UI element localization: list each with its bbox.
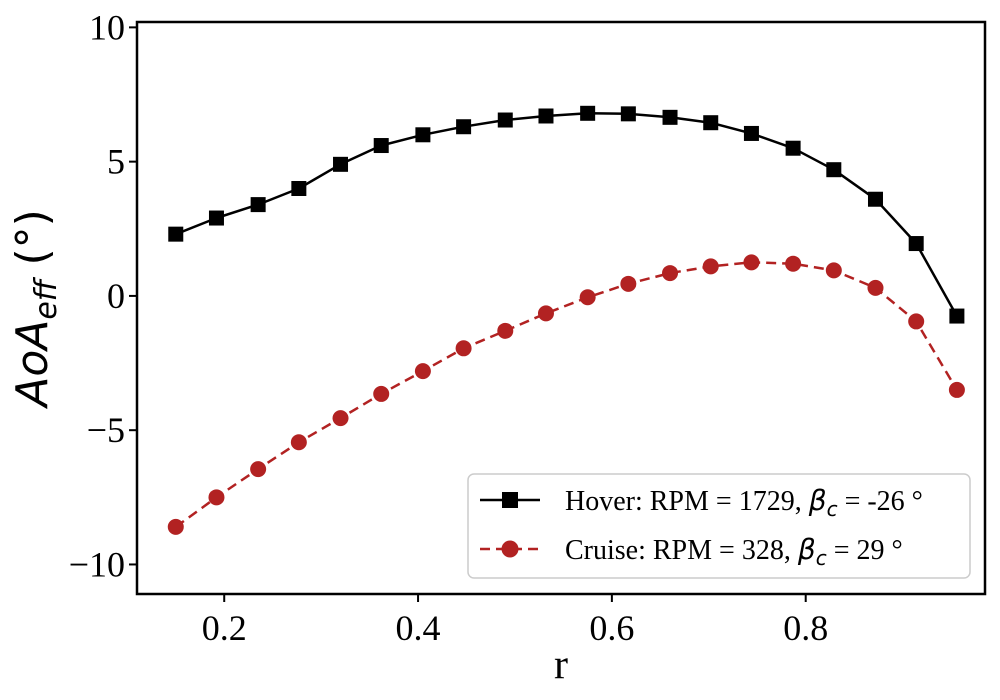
data-point-hover [949, 308, 965, 324]
y-tick-label: 10 [89, 7, 125, 47]
legend-marker-hover [502, 492, 518, 508]
data-point-hover [497, 112, 513, 128]
series-line-hover [175, 112, 958, 317]
data-point-hover [291, 180, 307, 196]
legend-label-hover: Hover: RPM = 1729, βc = -26 ° [565, 484, 923, 521]
series-line-cruise [175, 261, 958, 528]
y-axis-title-sub: eff [29, 276, 64, 319]
y-tick-label: −5 [87, 410, 125, 450]
data-point-cruise [908, 313, 925, 330]
x-tick-label: 0.4 [396, 608, 441, 648]
data-point-cruise [702, 258, 719, 275]
data-point-hover [620, 106, 636, 122]
data-point-cruise [537, 305, 554, 322]
data-point-hover [250, 197, 266, 213]
legend-label-cruise: Cruise: RPM = 328, βc = 29 ° [565, 533, 903, 570]
data-point-cruise [620, 275, 637, 292]
data-point-cruise [250, 461, 267, 478]
x-tick-label: 0.6 [589, 608, 634, 648]
data-point-hover [662, 109, 678, 125]
y-tick-label: −10 [69, 544, 125, 584]
legend-marker-cruise [501, 540, 519, 558]
ticks-layer: 0.2 0.4 0.6 0.8 −10 −5 0 5 10 [69, 7, 829, 648]
data-point-hover [867, 191, 883, 207]
data-point-cruise [167, 518, 184, 535]
data-point-cruise [743, 254, 760, 271]
data-point-cruise [825, 262, 842, 279]
plot-frame [135, 20, 987, 596]
data-point-cruise [579, 289, 596, 306]
data-point-cruise [785, 255, 802, 272]
legend-label-hover-symbol: β [808, 484, 827, 517]
legend-entry-cruise: Cruise: RPM = 328, βc = 29 ° [480, 533, 903, 570]
data-point-cruise [497, 322, 514, 339]
legend-label-hover-sub: c [827, 497, 838, 521]
legend-box [467, 473, 971, 579]
data-point-cruise [208, 489, 225, 506]
y-axis-title-unit: (°) [7, 209, 58, 279]
data-point-hover [415, 127, 431, 143]
x-axis-title: r [554, 642, 568, 688]
data-point-hover [538, 108, 554, 124]
data-point-hover [908, 236, 924, 252]
data-point-hover [456, 119, 472, 135]
y-axis-title-main: AoA [7, 320, 58, 410]
data-point-cruise [948, 381, 965, 398]
data-point-hover [743, 125, 759, 141]
legend-label-cruise-sub: c [816, 546, 827, 570]
data-point-hover [208, 210, 224, 226]
data-point-cruise [455, 340, 472, 357]
data-point-hover [373, 138, 389, 154]
legend-label-hover-suffix: = -26 ° [838, 486, 923, 517]
y-tick-label: 0 [107, 276, 125, 316]
data-point-cruise [414, 363, 431, 380]
y-tick-label: 5 [107, 142, 125, 182]
data-point-hover [703, 115, 719, 131]
data-point-hover [785, 140, 801, 156]
legend-entry-hover: Hover: RPM = 1729, βc = -26 ° [480, 484, 923, 521]
data-point-cruise [662, 265, 679, 282]
data-point-cruise [332, 410, 349, 427]
data-point-cruise [867, 279, 884, 296]
data-point-cruise [373, 385, 390, 402]
legend-label-cruise-prefix: Cruise: RPM = 328, [565, 535, 798, 566]
data-point-cruise [290, 434, 307, 451]
data-point-hover [826, 162, 842, 178]
legend-label-cruise-suffix: = 29 ° [827, 535, 903, 566]
data-point-hover [168, 226, 184, 242]
x-tick-label: 0.2 [202, 608, 247, 648]
legend: Hover: RPM = 1729, βc = -26 ° Cruise: RP… [467, 473, 971, 579]
legend-label-hover-prefix: Hover: RPM = 1729, [565, 486, 809, 517]
legend-label-cruise-symbol: β [797, 533, 816, 566]
data-point-hover [580, 105, 596, 121]
y-axis-title: AoAeff (°) [7, 209, 64, 410]
data-point-hover [333, 156, 349, 172]
plot-layer [167, 105, 965, 535]
x-tick-label: 0.8 [783, 608, 828, 648]
